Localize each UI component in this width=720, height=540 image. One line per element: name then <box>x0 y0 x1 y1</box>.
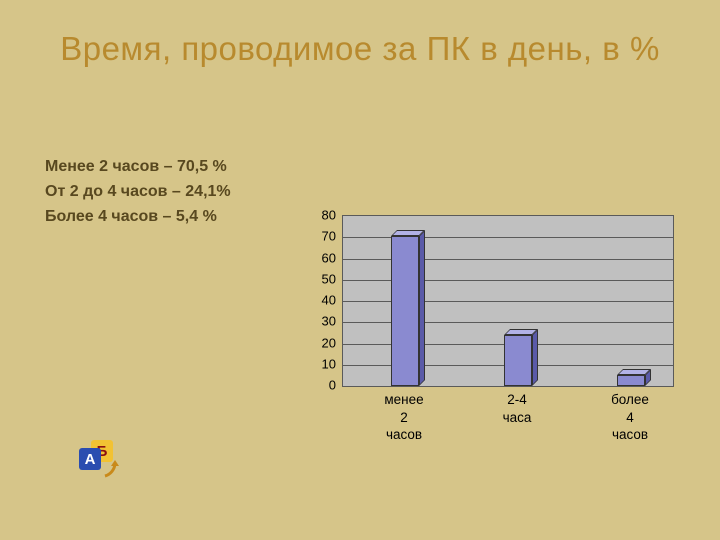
bar-front <box>504 335 532 386</box>
bar-front <box>617 375 645 386</box>
page-title: Время, проводимое за ПК в день, в % <box>0 28 720 69</box>
bullet-item: Менее 2 часов – 70,5 % <box>45 155 231 180</box>
slide: Время, проводимое за ПК в день, в % Мене… <box>0 0 720 540</box>
chart-ytick: 30 <box>300 314 336 329</box>
chart-bar <box>504 329 538 386</box>
bar-chart: 01020304050607080 менее 2 часов2-4 часаб… <box>300 215 680 475</box>
chart-ytick: 0 <box>300 378 336 393</box>
bullet-item: От 2 до 4 часов – 24,1% <box>45 180 231 205</box>
chart-ytick: 20 <box>300 335 336 350</box>
chart-bar <box>391 230 425 386</box>
bar-side <box>532 329 538 386</box>
chart-plot-area <box>342 215 674 387</box>
chart-xlabel: менее 2 часов <box>364 391 444 444</box>
chart-ytick: 10 <box>300 356 336 371</box>
bullet-item: Более 4 часов – 5,4 % <box>45 205 231 230</box>
bullet-list: Менее 2 часов – 70,5 %От 2 до 4 часов – … <box>45 155 231 229</box>
chart-bar <box>617 369 651 386</box>
chart-ytick: 80 <box>300 208 336 223</box>
logo-icon: Б А <box>75 430 127 482</box>
chart-ytick: 40 <box>300 293 336 308</box>
chart-ytick: 70 <box>300 229 336 244</box>
chart-xlabel: более 4 часов <box>590 391 670 444</box>
bar-side <box>419 230 425 386</box>
bar-front <box>391 236 419 386</box>
chart-ytick: 60 <box>300 250 336 265</box>
logo-letter-a: А <box>85 451 96 468</box>
chart-ytick: 50 <box>300 271 336 286</box>
chart-xlabel: 2-4 часа <box>477 391 557 426</box>
